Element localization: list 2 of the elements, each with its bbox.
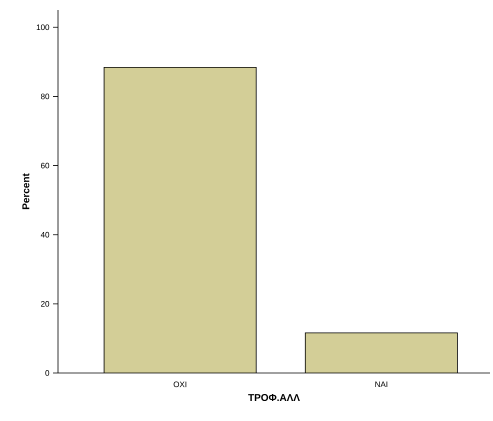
x-axis-title: ΤΡΟΦ.ΑΛΛ xyxy=(248,394,300,402)
y-axis-title: Percent xyxy=(22,173,30,210)
